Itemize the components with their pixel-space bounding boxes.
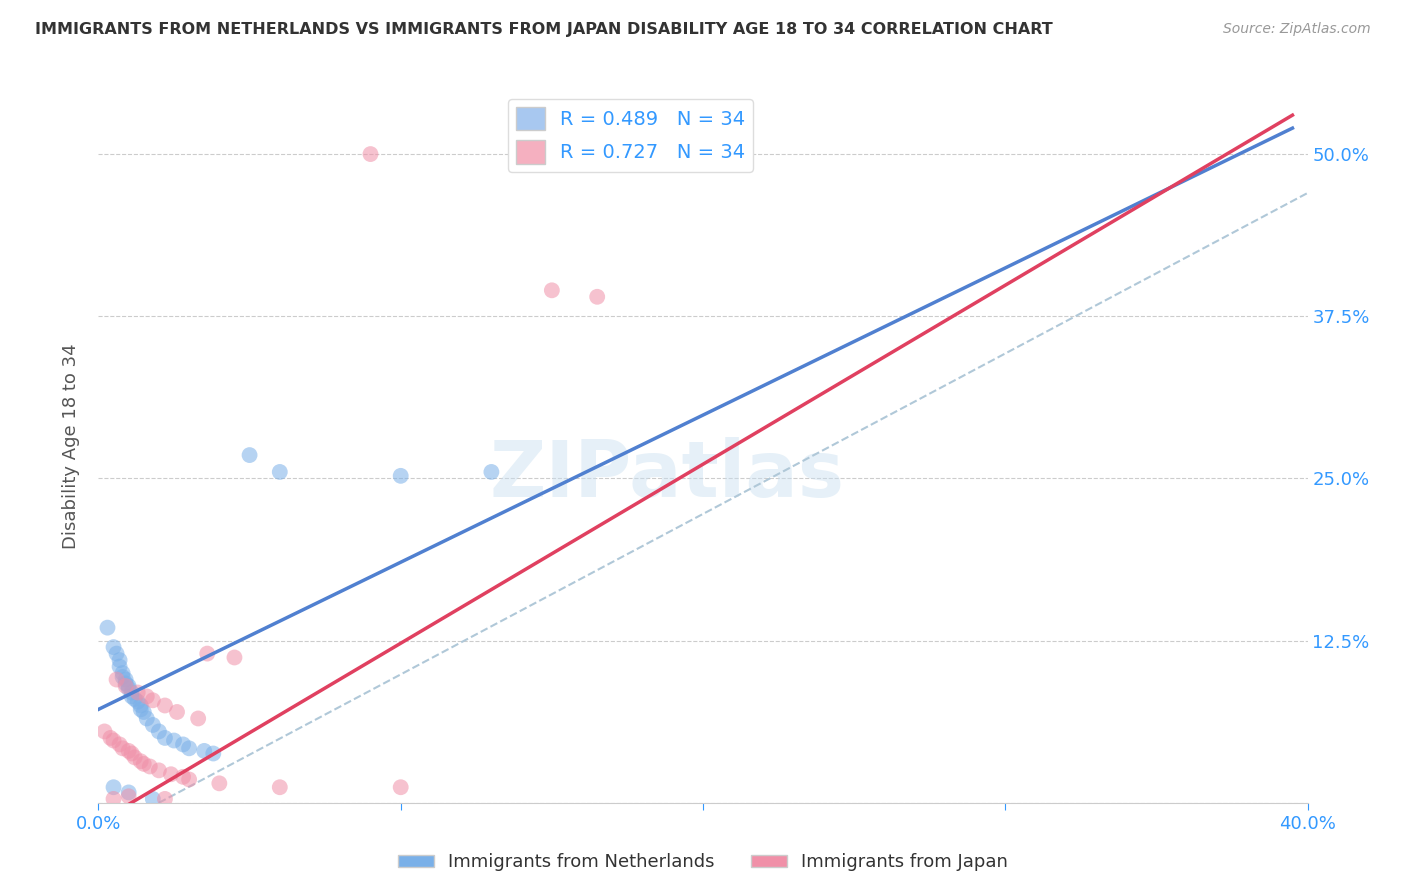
Point	[193, 744, 215, 758]
Point	[179, 772, 201, 787]
Point	[118, 785, 141, 799]
Point	[142, 718, 165, 732]
Point	[124, 750, 146, 764]
Point	[360, 147, 382, 161]
Point	[139, 759, 162, 773]
Point	[127, 685, 149, 699]
Point	[132, 756, 155, 771]
Point	[202, 747, 225, 761]
Point	[166, 705, 188, 719]
Point	[108, 659, 131, 673]
Point	[105, 647, 128, 661]
Text: ZIPatlas: ZIPatlas	[489, 436, 844, 513]
Point	[208, 776, 231, 790]
Point	[163, 733, 186, 747]
Point	[114, 679, 136, 693]
Point	[108, 653, 131, 667]
Point	[103, 733, 125, 747]
Legend: R = 0.489   N = 34, R = 0.727   N = 34: R = 0.489 N = 34, R = 0.727 N = 34	[508, 99, 754, 171]
Point	[132, 705, 155, 719]
Point	[148, 724, 170, 739]
Point	[129, 754, 152, 768]
Point	[153, 731, 176, 745]
Text: Source: ZipAtlas.com: Source: ZipAtlas.com	[1223, 22, 1371, 37]
Point	[96, 621, 118, 635]
Point	[118, 679, 141, 693]
Legend: Immigrants from Netherlands, Immigrants from Japan: Immigrants from Netherlands, Immigrants …	[391, 847, 1015, 879]
Point	[121, 685, 143, 699]
Point	[108, 738, 131, 752]
Point	[269, 780, 291, 795]
Point	[389, 780, 412, 795]
Point	[105, 673, 128, 687]
Point	[160, 767, 183, 781]
Point	[114, 676, 136, 690]
Point	[100, 731, 122, 745]
Point	[129, 702, 152, 716]
Point	[179, 741, 201, 756]
Point	[111, 670, 134, 684]
Point	[111, 666, 134, 681]
Point	[114, 673, 136, 687]
Text: IMMIGRANTS FROM NETHERLANDS VS IMMIGRANTS FROM JAPAN DISABILITY AGE 18 TO 34 COR: IMMIGRANTS FROM NETHERLANDS VS IMMIGRANT…	[35, 22, 1053, 37]
Point	[239, 448, 262, 462]
Point	[93, 724, 115, 739]
Y-axis label: Disability Age 18 to 34: Disability Age 18 to 34	[62, 343, 80, 549]
Point	[269, 465, 291, 479]
Point	[135, 711, 157, 725]
Point	[121, 747, 143, 761]
Point	[153, 792, 176, 806]
Point	[586, 290, 609, 304]
Point	[224, 650, 246, 665]
Point	[142, 693, 165, 707]
Point	[111, 741, 134, 756]
Point	[540, 283, 562, 297]
Point	[142, 792, 165, 806]
Point	[389, 468, 412, 483]
Point	[187, 711, 209, 725]
Point	[135, 690, 157, 704]
Point	[148, 764, 170, 778]
Point	[103, 780, 125, 795]
Point	[103, 792, 125, 806]
Point	[124, 692, 146, 706]
Point	[118, 789, 141, 804]
Point	[103, 640, 125, 654]
Point	[127, 695, 149, 709]
Point	[481, 465, 503, 479]
Point	[129, 698, 152, 713]
Point	[153, 698, 176, 713]
Point	[121, 690, 143, 704]
Point	[195, 647, 218, 661]
Point	[118, 681, 141, 696]
Point	[172, 738, 194, 752]
Point	[118, 744, 141, 758]
Point	[172, 770, 194, 784]
